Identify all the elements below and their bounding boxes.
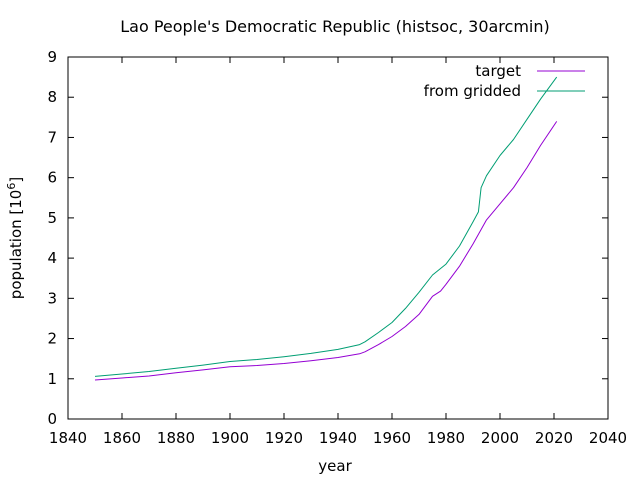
legend: target from gridded (424, 62, 585, 100)
y-axis-label-main: population [10 (7, 190, 25, 300)
y-tick-label: 5 (47, 209, 57, 227)
x-tick-label: 2020 (535, 429, 573, 447)
x-tick-label: 1900 (211, 429, 249, 447)
x-tick-label: 1940 (319, 429, 357, 447)
y-axis-label: population [106] (5, 177, 25, 299)
y-tick-label: 8 (47, 88, 57, 106)
y-axis: 0 1 2 3 4 5 6 7 8 9 (47, 48, 608, 428)
x-tick-label: 1920 (265, 429, 303, 447)
y-tick-label: 7 (47, 128, 57, 146)
legend-label: target (475, 62, 521, 80)
x-tick-label: 2040 (589, 429, 627, 447)
y-axis-label-sup: 6 (5, 183, 18, 190)
series-line-target (94, 121, 558, 381)
x-tick-label: 1880 (157, 429, 195, 447)
y-tick-label: 0 (47, 410, 57, 428)
y-tick-label: 9 (47, 48, 57, 66)
x-axis-label: year (318, 457, 352, 475)
legend-label: from gridded (424, 82, 521, 100)
plot-frame (67, 56, 609, 420)
y-tick-label: 3 (47, 289, 57, 307)
x-tick-label: 1960 (373, 429, 411, 447)
chart-title: Lao People's Democratic Republic (histso… (120, 17, 550, 36)
y-tick-label: 4 (47, 249, 57, 267)
x-tick-label: 1980 (427, 429, 465, 447)
y-tick-label: 1 (47, 370, 57, 388)
series-line-from-gridded (94, 76, 558, 377)
y-tick-label: 2 (47, 330, 57, 348)
y-axis-label-close: ] (7, 177, 25, 183)
x-tick-label: 1840 (49, 429, 87, 447)
x-axis: 1840 1860 1880 1900 1920 1940 1960 1980 2000 2020… (49, 57, 627, 447)
y-tick-label: 6 (47, 169, 57, 187)
series-layer (94, 76, 558, 381)
x-tick-label: 2000 (481, 429, 519, 447)
x-tick-label: 1860 (103, 429, 141, 447)
